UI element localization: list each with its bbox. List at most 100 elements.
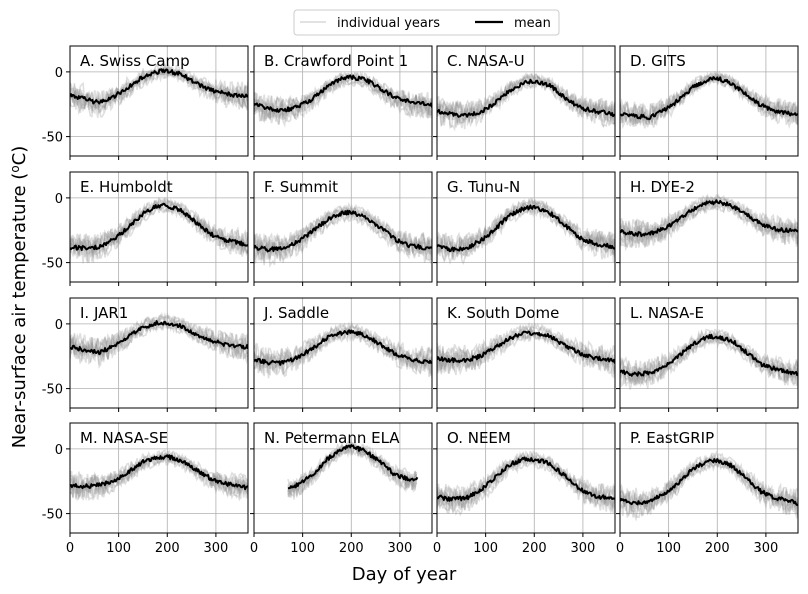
panel-title: I. JAR1 [80,304,128,322]
panel-title: J. Saddle [263,304,329,322]
individual-year-line [620,452,798,514]
individual-year-line [70,198,248,255]
individual-year-line [437,323,615,371]
individual-year-line [70,454,248,499]
x-tick-label: 200 [522,541,547,556]
individual-year-line [620,193,798,241]
panel-frame [253,422,433,534]
x-tick-label: 100 [473,541,498,556]
legend: individual years mean [293,9,560,36]
mean-line [70,202,248,251]
individual-year-line [437,324,615,372]
panel: C. NASA-U [433,45,616,160]
individual-year-line [70,197,248,257]
mean-line [287,444,419,490]
panel-frame [619,45,799,157]
panel-frame [253,297,433,409]
individual-year-line [620,328,798,381]
legend-frame [293,9,560,36]
individual-year-line [620,201,798,252]
x-tick-label: 300 [753,541,778,556]
mean-line [70,320,248,356]
panel: D. GITS [616,45,799,160]
panel-title: B. Crawford Point 1 [264,52,408,70]
y-tick-label: 0 [55,192,63,207]
mean-line [70,454,248,491]
mean-line [620,333,798,377]
panel: E. Humboldt 0 -50 [42,171,249,286]
panel-frame [436,422,616,534]
panel-frame [619,422,799,534]
mean-line [254,74,432,113]
individual-year-line [620,197,798,249]
y-tick-label: 0 [55,318,63,333]
mean-line [437,330,615,364]
individual-year-line [437,73,615,124]
individual-year-line [287,446,418,500]
mean-line [254,329,432,366]
individual-year-line [437,321,615,369]
panel: L. NASA-E [616,297,799,412]
y-axis-label: Near-surface air temperature (oC) [8,146,30,449]
panel-title: L. NASA-E [630,304,704,322]
individual-year-line [620,328,798,382]
y-axis-label-superscript: o [8,165,22,172]
individual-year-line [254,209,432,262]
x-tick-label: 200 [155,541,180,556]
individual-year-line [620,72,798,126]
individual-year-line [254,332,432,379]
x-tick-label: 0 [250,541,258,556]
panel: B. Crawford Point 1 [250,45,433,160]
x-tick-label: 200 [339,541,364,556]
individual-year-line [70,453,248,502]
panel-frame [619,297,799,409]
panel-title: K. South Dome [447,304,559,322]
panel: P. EastGRIP 0 100 200 300 [616,422,799,556]
x-tick-label: 100 [106,541,131,556]
panel-frame [69,45,249,157]
individual-year-line [70,314,248,356]
y-axis-label-unit: C) [9,146,30,166]
x-axis-label: Day of year [352,564,457,585]
panel: G. Tunu-N [433,171,616,286]
individual-year-line [620,71,798,126]
panel-grid: A. Swiss Camp 0 -50 B. Crawford Point 1 C. N… [42,45,799,556]
panel: J. Saddle [250,297,433,412]
panel-frame [69,297,249,409]
individual-year-line [254,203,432,257]
panel: O. NEEM 0 100 200 300 [433,422,616,556]
individual-year-line [70,314,248,357]
panel-title: M. NASA-SE [80,429,168,447]
panel-frame [436,171,616,283]
individual-year-line [437,198,615,257]
individual-year-line [254,70,432,118]
x-tick-label: 300 [203,541,228,556]
individual-year-line [254,321,432,368]
panel-title: P. EastGRIP [630,429,714,447]
x-tick-label: 0 [66,541,74,556]
x-tick-label: 100 [656,541,681,556]
individual-year-line [437,72,615,121]
individual-year-line [254,72,432,119]
panel-title: N. Petermann ELA [264,429,400,447]
individual-year-line [437,332,615,379]
individual-year-line [70,197,248,259]
panel-title: O. NEEM [447,429,511,447]
individual-year-line [254,329,432,376]
y-tick-label: -50 [42,383,63,398]
y-tick-label: -50 [42,508,63,523]
individual-year-line [437,73,615,123]
x-tick-label: 200 [705,541,730,556]
y-tick-label: 0 [55,66,63,81]
individual-year-line [437,200,615,258]
mean-line [620,199,798,238]
panel-title: C. NASA-U [447,52,525,70]
individual-year-line [70,319,248,365]
panel-title: F. Summit [264,178,338,196]
panel-frame [69,422,249,534]
mean-line [620,76,798,121]
individual-year-line [437,329,615,376]
x-tick-label: 100 [290,541,315,556]
panel: I. JAR1 0 -50 [42,297,249,412]
panel: K. South Dome [433,297,616,412]
